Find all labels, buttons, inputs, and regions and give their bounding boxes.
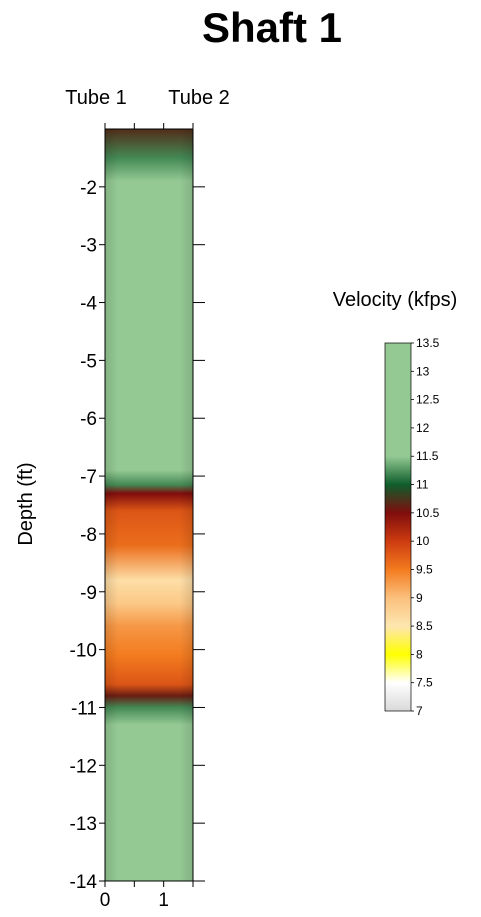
colorbar-tick-label: 8.5: [416, 619, 433, 633]
y-tick-label: -3: [80, 236, 97, 257]
colorbar-title: Velocity (kfps): [333, 289, 457, 311]
colorbar-tick-label: 13: [416, 364, 430, 378]
colorbar-tick-label: 11: [416, 478, 429, 492]
colorbar-tick-label: 10: [416, 534, 430, 548]
x-tick-label: 1: [158, 890, 169, 911]
colorbar-tick-label: 9: [416, 591, 423, 605]
y-tick-label: -5: [80, 351, 97, 372]
y-tick-label: -8: [80, 525, 97, 546]
y-tick-label: -10: [70, 641, 97, 662]
chart-title: Shaft 1: [202, 4, 342, 51]
tube-1-label: Tube 1: [65, 87, 127, 109]
colorbar-tick-label: 11.5: [416, 449, 439, 463]
colorbar-ticks: 13.5 13 12.5 12 11.5 11 10.5 10 9.5 9 8.5 8 7.5 7: [411, 336, 440, 718]
x-tick-label: 0: [100, 890, 111, 911]
y-tick-label: -13: [70, 814, 97, 835]
colorbar-tick-label: 8: [416, 647, 423, 661]
y-tick-label: -12: [70, 756, 97, 777]
colorbar-tick-label: 7: [416, 704, 423, 718]
axes: -2 -3 -4 -5 -6 -7 -8 -9 -10 -11 -12 -13 -140 1: [70, 123, 205, 911]
y-tick-label: -4: [80, 294, 97, 315]
y-tick-label: -2: [80, 178, 97, 199]
colorbar: [384, 342, 412, 712]
colorbar-tick-label: 12: [416, 421, 430, 435]
y-tick-label: -7: [80, 467, 97, 488]
colorbar-tick-label: 9.5: [416, 562, 433, 576]
colorbar-tick-label: 10.5: [416, 506, 440, 520]
colorbar-tick-label: 13.5: [416, 336, 440, 350]
tube-2-label: Tube 2: [168, 87, 230, 109]
plot-area: [105, 129, 193, 881]
plot-frame: [104, 128, 194, 882]
y-tick-label: -14: [70, 872, 98, 893]
y-axis-label: Depth (ft): [15, 462, 37, 545]
y-tick-label: -6: [80, 409, 97, 430]
edge-shading: [105, 129, 193, 881]
y-tick-label: -11: [71, 698, 97, 719]
colorbar-tick-label: 7.5: [416, 676, 433, 690]
y-tick-label: -9: [80, 583, 97, 604]
colorbar-tick-label: 12.5: [416, 393, 440, 407]
